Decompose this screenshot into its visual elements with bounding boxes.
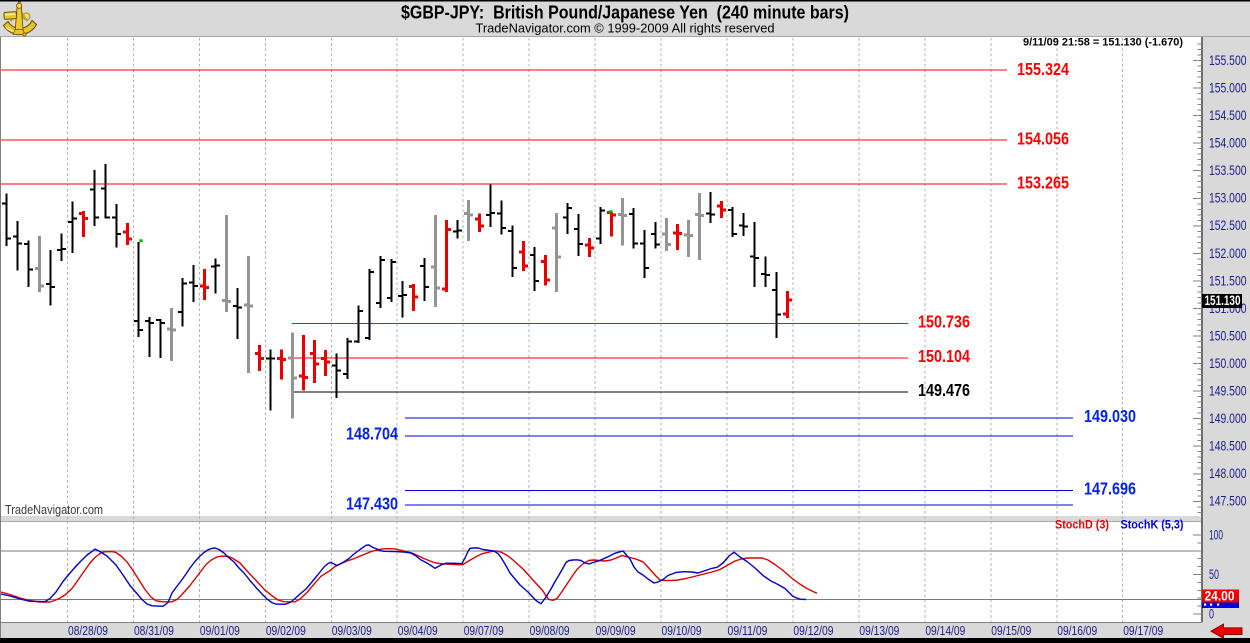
svg-text:151.500: 151.500 — [1209, 273, 1247, 288]
svg-text:153.265: 153.265 — [1017, 174, 1069, 193]
svg-text:09/11/09: 09/11/09 — [728, 623, 768, 638]
svg-text:155.000: 155.000 — [1209, 80, 1247, 95]
svg-text:0: 0 — [1209, 606, 1214, 621]
svg-text:150.000: 150.000 — [1209, 356, 1247, 371]
svg-text:153.500: 153.500 — [1209, 163, 1247, 178]
svg-text:09/12/09: 09/12/09 — [793, 623, 833, 638]
svg-text:147.696: 147.696 — [1084, 480, 1136, 499]
svg-text:149.030: 149.030 — [1084, 407, 1136, 426]
svg-text:09/04/09: 09/04/09 — [398, 623, 438, 638]
svg-text:09/10/09: 09/10/09 — [662, 623, 702, 638]
svg-text:9/11/09 21:58 = 151.130 (-1.67: 9/11/09 21:58 = 151.130 (-1.670) — [1023, 37, 1183, 49]
svg-text:152.500: 152.500 — [1209, 218, 1247, 233]
svg-text:152.000: 152.000 — [1209, 246, 1247, 261]
svg-text:148.000: 148.000 — [1209, 466, 1247, 481]
svg-text:150.736: 150.736 — [918, 313, 970, 332]
svg-text:147.430: 147.430 — [346, 495, 398, 514]
svg-text:154.056: 154.056 — [1017, 130, 1069, 149]
svg-text:147.500: 147.500 — [1209, 494, 1247, 509]
svg-text:149.500: 149.500 — [1209, 383, 1247, 398]
svg-text:149.000: 149.000 — [1209, 411, 1247, 426]
svg-text:151.130: 151.130 — [1205, 293, 1241, 308]
svg-text:09/02/09: 09/02/09 — [266, 623, 306, 638]
svg-text:StochK (5,3): StochK (5,3) — [1121, 519, 1184, 532]
svg-text:09/08/09: 09/08/09 — [530, 623, 570, 638]
svg-text:153.000: 153.000 — [1209, 191, 1247, 206]
svg-text:09/01/09: 09/01/09 — [200, 623, 240, 638]
svg-text:50: 50 — [1209, 567, 1219, 582]
svg-text:08/28/09: 08/28/09 — [68, 623, 108, 638]
svg-text:155.500: 155.500 — [1209, 53, 1247, 68]
svg-text:150.104: 150.104 — [918, 348, 970, 367]
svg-text:TradeNavigator.com: TradeNavigator.com — [5, 504, 103, 517]
svg-text:09/17/09: 09/17/09 — [1123, 623, 1163, 638]
svg-text:09/15/09: 09/15/09 — [991, 623, 1031, 638]
svg-text:09/07/09: 09/07/09 — [464, 623, 504, 638]
svg-text:09/16/09: 09/16/09 — [1057, 623, 1097, 638]
svg-text:154.500: 154.500 — [1209, 108, 1247, 123]
svg-text:09/09/09: 09/09/09 — [596, 623, 636, 638]
svg-text:StochD (3): StochD (3) — [1055, 519, 1109, 532]
svg-text:149.476: 149.476 — [918, 382, 970, 401]
svg-text:100: 100 — [1209, 527, 1223, 542]
svg-text:148.500: 148.500 — [1209, 438, 1247, 453]
svg-text:09/03/09: 09/03/09 — [332, 623, 372, 638]
svg-text:09/13/09: 09/13/09 — [859, 623, 899, 638]
svg-text:08/31/09: 08/31/09 — [134, 623, 174, 638]
svg-text:148.704: 148.704 — [346, 425, 398, 444]
svg-text:155.324: 155.324 — [1017, 60, 1069, 79]
svg-text:$GBP-JPY: British Pound/Japan: $GBP-JPY: British Pound/Japanese Yen (24… — [401, 2, 849, 23]
svg-text:154.000: 154.000 — [1209, 135, 1247, 150]
svg-text:09/14/09: 09/14/09 — [925, 623, 965, 638]
svg-text:150.500: 150.500 — [1209, 328, 1247, 343]
svg-text:TradeNavigator.com © 1999-2009: TradeNavigator.com © 1999-2009 All right… — [476, 20, 775, 35]
svg-text:24.00: 24.00 — [1205, 588, 1235, 603]
